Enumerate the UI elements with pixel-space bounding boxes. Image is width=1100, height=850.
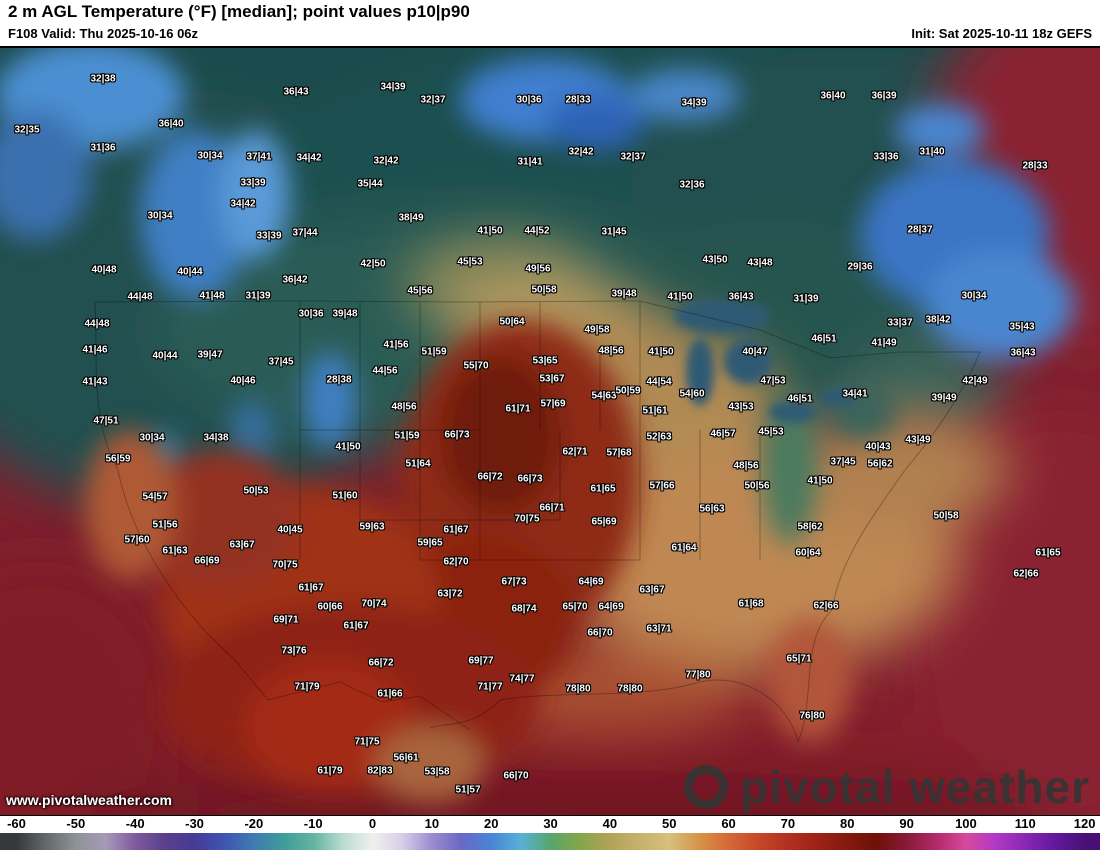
header: 2 m AGL Temperature (°F) [median]; point… [0, 0, 1100, 48]
colorbar-tick: 90 [899, 816, 914, 831]
colorbar-tick: -60 [7, 816, 26, 831]
watermark-text: pivotal weather [740, 761, 1090, 813]
valid-time-label: F108 Valid: Thu 2025-10-16 06z [8, 26, 199, 41]
map-title: 2 m AGL Temperature (°F) [median]; point… [8, 2, 470, 21]
colorbar-tick: 100 [955, 816, 977, 831]
temperature-colorbar: -60 -50 -40 -30 -20 -10 0 10 20 30 40 50 60 70 80 90 100… [0, 815, 1100, 850]
colorbar-tick: -40 [125, 816, 145, 831]
colorbar-tick: 120 [1073, 816, 1096, 831]
colorbar-tick: -10 [303, 816, 323, 831]
colorbar-tick-row: -60 -50 -40 -30 -20 -10 0 10 20 30 40 50 60 70 80 90 100… [0, 816, 1100, 831]
temperature-field [0, 48, 1100, 816]
colorbar-tick: 80 [840, 816, 855, 831]
colorbar-tick: 10 [424, 816, 440, 831]
colorbar-tick: 40 [602, 816, 618, 831]
colorbar-tick: -30 [185, 816, 204, 831]
colorbar-tick: 110 [1014, 816, 1036, 831]
colorbar-tick: -20 [244, 816, 264, 831]
watermark-logo: pivotal weather [684, 760, 1090, 814]
colorbar-tick: 50 [661, 816, 677, 831]
init-time-label: Init: Sat 2025-10-11 18z GEFS [911, 26, 1092, 41]
pivotal-logo-icon [684, 765, 729, 809]
header-subrow: F108 Valid: Thu 2025-10-16 06z Init: Sat… [8, 26, 1092, 41]
colorbar-tick: -50 [66, 816, 86, 831]
colorbar-tick: 60 [721, 816, 736, 831]
watermark-url: www.pivotalweather.com [6, 792, 172, 808]
colorbar-tick: 0 [368, 816, 377, 831]
colorbar-tick: 70 [780, 816, 796, 831]
colorbar-tick: 30 [543, 816, 558, 831]
map-canvas: www.pivotalweather.com pivotal weather [0, 48, 1100, 816]
colorbar-tick: 20 [483, 816, 499, 831]
colorbar-gradient [0, 833, 1100, 850]
